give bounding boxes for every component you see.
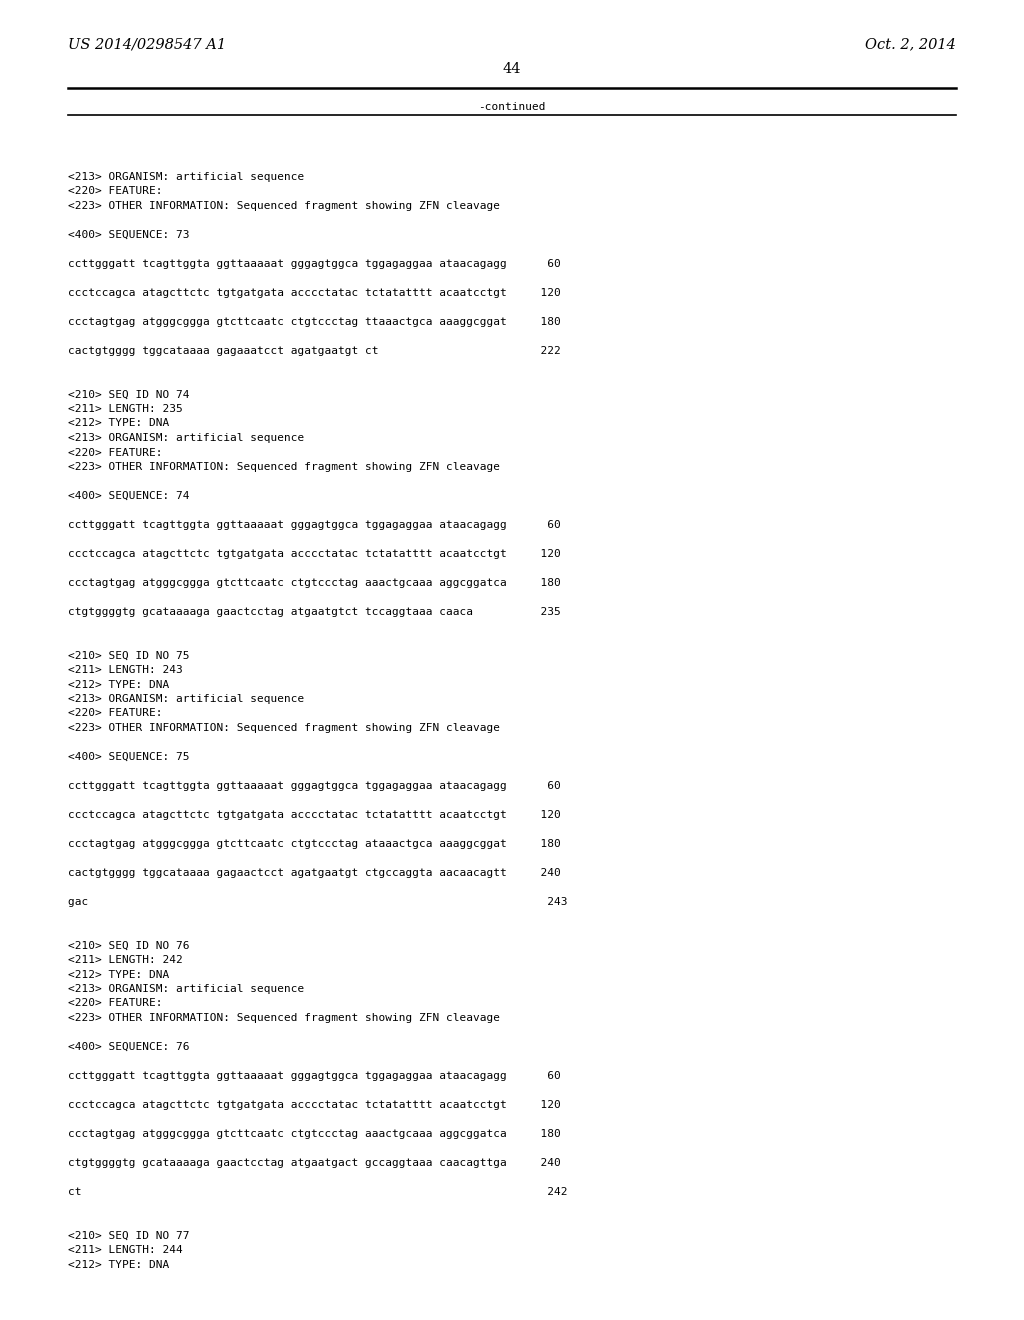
Text: <223> OTHER INFORMATION: Sequenced fragment showing ZFN cleavage: <223> OTHER INFORMATION: Sequenced fragm… bbox=[68, 723, 500, 733]
Text: ccctccagca atagcttctc tgtgatgata acccctatac tctatatttt acaatcctgt     120: ccctccagca atagcttctc tgtgatgata accccta… bbox=[68, 549, 561, 558]
Text: <223> OTHER INFORMATION: Sequenced fragment showing ZFN cleavage: <223> OTHER INFORMATION: Sequenced fragm… bbox=[68, 462, 500, 473]
Text: <223> OTHER INFORMATION: Sequenced fragment showing ZFN cleavage: <223> OTHER INFORMATION: Sequenced fragm… bbox=[68, 1012, 500, 1023]
Text: <220> FEATURE:: <220> FEATURE: bbox=[68, 447, 163, 458]
Text: <220> FEATURE:: <220> FEATURE: bbox=[68, 709, 163, 718]
Text: <210> SEQ ID NO 74: <210> SEQ ID NO 74 bbox=[68, 389, 189, 400]
Text: <211> LENGTH: 243: <211> LENGTH: 243 bbox=[68, 665, 182, 675]
Text: ccctccagca atagcttctc tgtgatgata acccctatac tctatatttt acaatcctgt     120: ccctccagca atagcttctc tgtgatgata accccta… bbox=[68, 288, 561, 298]
Text: <220> FEATURE:: <220> FEATURE: bbox=[68, 998, 163, 1008]
Text: <400> SEQUENCE: 75: <400> SEQUENCE: 75 bbox=[68, 752, 189, 762]
Text: <211> LENGTH: 244: <211> LENGTH: 244 bbox=[68, 1245, 182, 1255]
Text: ccctagtgag atgggcggga gtcttcaatc ctgtccctag aaactgcaaa aggcggatca     180: ccctagtgag atgggcggga gtcttcaatc ctgtccc… bbox=[68, 578, 561, 587]
Text: <223> OTHER INFORMATION: Sequenced fragment showing ZFN cleavage: <223> OTHER INFORMATION: Sequenced fragm… bbox=[68, 201, 500, 211]
Text: ccctagtgag atgggcggga gtcttcaatc ctgtccctag ttaaactgca aaaggcggat     180: ccctagtgag atgggcggga gtcttcaatc ctgtccc… bbox=[68, 317, 561, 327]
Text: <210> SEQ ID NO 76: <210> SEQ ID NO 76 bbox=[68, 940, 189, 950]
Text: -continued: -continued bbox=[478, 102, 546, 112]
Text: cactgtgggg tggcataaaa gagaactcct agatgaatgt ctgccaggta aacaacagtt     240: cactgtgggg tggcataaaa gagaactcct agatgaa… bbox=[68, 869, 561, 878]
Text: ccctccagca atagcttctc tgtgatgata acccctatac tctatatttt acaatcctgt     120: ccctccagca atagcttctc tgtgatgata accccta… bbox=[68, 1100, 561, 1110]
Text: <212> TYPE: DNA: <212> TYPE: DNA bbox=[68, 418, 169, 429]
Text: <213> ORGANISM: artificial sequence: <213> ORGANISM: artificial sequence bbox=[68, 694, 304, 704]
Text: ccctagtgag atgggcggga gtcttcaatc ctgtccctag aaactgcaaa aggcggatca     180: ccctagtgag atgggcggga gtcttcaatc ctgtccc… bbox=[68, 1129, 561, 1139]
Text: <400> SEQUENCE: 74: <400> SEQUENCE: 74 bbox=[68, 491, 189, 502]
Text: ccttgggatt tcagttggta ggttaaaaat gggagtggca tggagaggaa ataacagagg      60: ccttgggatt tcagttggta ggttaaaaat gggagtg… bbox=[68, 259, 561, 269]
Text: <211> LENGTH: 242: <211> LENGTH: 242 bbox=[68, 954, 182, 965]
Text: ctgtggggtg gcataaaaga gaactcctag atgaatgact gccaggtaaa caacagttga     240: ctgtggggtg gcataaaaga gaactcctag atgaatg… bbox=[68, 1158, 561, 1168]
Text: ccttgggatt tcagttggta ggttaaaaat gggagtggca tggagaggaa ataacagagg      60: ccttgggatt tcagttggta ggttaaaaat gggagtg… bbox=[68, 520, 561, 531]
Text: <210> SEQ ID NO 75: <210> SEQ ID NO 75 bbox=[68, 651, 189, 660]
Text: <210> SEQ ID NO 77: <210> SEQ ID NO 77 bbox=[68, 1230, 189, 1241]
Text: ctgtggggtg gcataaaaga gaactcctag atgaatgtct tccaggtaaa caaca          235: ctgtggggtg gcataaaaga gaactcctag atgaatg… bbox=[68, 607, 561, 616]
Text: <213> ORGANISM: artificial sequence: <213> ORGANISM: artificial sequence bbox=[68, 983, 304, 994]
Text: ccttgggatt tcagttggta ggttaaaaat gggagtggca tggagaggaa ataacagagg      60: ccttgggatt tcagttggta ggttaaaaat gggagtg… bbox=[68, 1071, 561, 1081]
Text: ccttgggatt tcagttggta ggttaaaaat gggagtggca tggagaggaa ataacagagg      60: ccttgggatt tcagttggta ggttaaaaat gggagtg… bbox=[68, 781, 561, 791]
Text: <213> ORGANISM: artificial sequence: <213> ORGANISM: artificial sequence bbox=[68, 433, 304, 444]
Text: <212> TYPE: DNA: <212> TYPE: DNA bbox=[68, 680, 169, 689]
Text: US 2014/0298547 A1: US 2014/0298547 A1 bbox=[68, 37, 226, 51]
Text: <400> SEQUENCE: 73: <400> SEQUENCE: 73 bbox=[68, 230, 189, 240]
Text: <212> TYPE: DNA: <212> TYPE: DNA bbox=[68, 1259, 169, 1270]
Text: <400> SEQUENCE: 76: <400> SEQUENCE: 76 bbox=[68, 1041, 189, 1052]
Text: ccctccagca atagcttctc tgtgatgata acccctatac tctatatttt acaatcctgt     120: ccctccagca atagcttctc tgtgatgata accccta… bbox=[68, 810, 561, 820]
Text: 44: 44 bbox=[503, 62, 521, 77]
Text: Oct. 2, 2014: Oct. 2, 2014 bbox=[865, 37, 956, 51]
Text: gac                                                                    243: gac 243 bbox=[68, 898, 567, 907]
Text: <211> LENGTH: 235: <211> LENGTH: 235 bbox=[68, 404, 182, 414]
Text: <213> ORGANISM: artificial sequence: <213> ORGANISM: artificial sequence bbox=[68, 172, 304, 182]
Text: cactgtgggg tggcataaaa gagaaatcct agatgaatgt ct                        222: cactgtgggg tggcataaaa gagaaatcct agatgaa… bbox=[68, 346, 561, 356]
Text: <212> TYPE: DNA: <212> TYPE: DNA bbox=[68, 969, 169, 979]
Text: ct                                                                     242: ct 242 bbox=[68, 1187, 567, 1197]
Text: ccctagtgag atgggcggga gtcttcaatc ctgtccctag ataaactgca aaaggcggat     180: ccctagtgag atgggcggga gtcttcaatc ctgtccc… bbox=[68, 840, 561, 849]
Text: <220> FEATURE:: <220> FEATURE: bbox=[68, 186, 163, 197]
